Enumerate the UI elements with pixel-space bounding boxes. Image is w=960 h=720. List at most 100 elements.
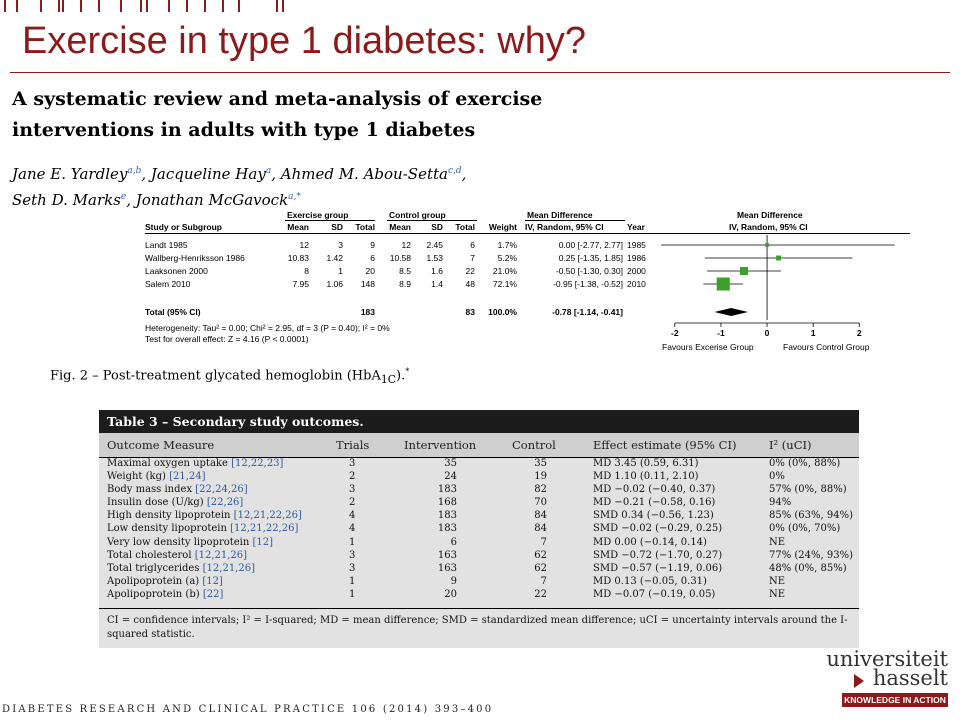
table-row: Insulin dose (U/kg) [22,26] 2 168 70 MD −0.2… bbox=[99, 496, 859, 509]
cell-control: 22 bbox=[534, 588, 547, 600]
cell-i2: 85% (63%, 94%) bbox=[769, 510, 854, 522]
x-tick-label: 2 bbox=[856, 328, 862, 338]
cell-effect: SMD −0.72 (−1.70, 0.27) bbox=[593, 549, 723, 561]
col-header-total: Total bbox=[355, 222, 375, 232]
cell-control: 7 bbox=[540, 575, 547, 587]
forest-plot-graphic bbox=[661, 235, 895, 327]
reference-link[interactable]: [22,26] bbox=[206, 497, 244, 509]
cell-intervention: 168 bbox=[437, 497, 457, 509]
outcome-measure: Insulin dose (U/kg) [22,26] bbox=[107, 497, 244, 509]
favours-right-label: Favours Control Group bbox=[783, 342, 870, 352]
secondary-outcomes-table: Table 3 – Secondary study outcomes. Outc… bbox=[99, 410, 859, 648]
cell-i2: NE bbox=[769, 575, 786, 587]
reference-link[interactable]: [22] bbox=[202, 588, 224, 600]
figure-caption: Fig. 2 – Post-treatment glycated hemoglo… bbox=[50, 367, 410, 386]
cell-intervention: 35 bbox=[444, 458, 457, 469]
cell-trials: 3 bbox=[349, 549, 356, 561]
reference-link[interactable]: [12,22,23] bbox=[231, 458, 284, 469]
table-title: Table 3 – Secondary study outcomes. bbox=[99, 410, 859, 433]
group-header-md: Mean Difference bbox=[527, 210, 593, 220]
table-row: Total triglycerides [12,21,26] 3 163 62 SMD … bbox=[99, 562, 859, 575]
cell-intervention: 183 bbox=[437, 523, 457, 535]
outcome-measure: Apolipoprotein (a) [12] bbox=[107, 575, 223, 587]
cell-i2: 0% bbox=[769, 471, 785, 483]
slide-title: Exercise in type 1 diabetes: why? bbox=[22, 20, 586, 62]
cell-effect: MD 0.13 (−0.05, 0.31) bbox=[593, 575, 707, 587]
reference-link[interactable]: [21,24] bbox=[169, 471, 206, 483]
author-list: Jane E. Yardleya,b, Jacqueline Haya, Ahm… bbox=[12, 160, 532, 212]
overall-effect-text: Test for overall effect: Z = 4.16 (P < 0… bbox=[145, 334, 309, 344]
x-tick-label: -1 bbox=[717, 328, 725, 338]
table-footnote: CI = confidence intervals; I² = I-square… bbox=[99, 608, 859, 642]
x-tick-label: 1 bbox=[810, 328, 816, 338]
cell-control: 84 bbox=[534, 523, 547, 535]
col-header-study: Study or Subgroup bbox=[145, 222, 222, 232]
outcome-measure: Maximal oxygen uptake [12,22,23] bbox=[107, 458, 284, 469]
pooled-diamond bbox=[714, 308, 749, 316]
col-header-mean: Mean bbox=[287, 222, 309, 232]
author: Seth D. Markse, bbox=[12, 191, 136, 209]
journal-citation: DIABETES RESEARCH AND CLINICAL PRACTICE … bbox=[2, 704, 494, 715]
cell-trials: 4 bbox=[349, 523, 356, 535]
reference-link[interactable]: [22,24,26] bbox=[195, 484, 248, 496]
title-divider bbox=[10, 72, 950, 73]
table-row: Total cholesterol [12,21,26] 3 163 62 SMD −0… bbox=[99, 549, 859, 562]
cell-control: 82 bbox=[534, 484, 547, 496]
cell-i2: NE bbox=[769, 536, 786, 548]
cell-intervention: 183 bbox=[437, 510, 457, 522]
cell-control: 70 bbox=[534, 497, 547, 509]
university-logo: universiteit hasselt KNOWLEDGE IN ACTION bbox=[808, 648, 948, 708]
table-header-row: Outcome Measure Trials Intervention Cont… bbox=[99, 433, 859, 458]
cell-control: 19 bbox=[534, 471, 547, 483]
table-row: Apolipoprotein (a) [12] 1 9 7 MD 0.13 (−0.05… bbox=[99, 575, 859, 588]
cell-trials: 3 bbox=[349, 458, 356, 469]
outcome-measure: High density lipoprotein [12,21,22,26] bbox=[107, 510, 302, 522]
reference-link[interactable]: [12,21,22,26] bbox=[233, 510, 302, 522]
cell-trials: 2 bbox=[349, 497, 356, 509]
cell-effect: MD 3.45 (0.59, 6.31) bbox=[593, 458, 699, 469]
logo-tagline: KNOWLEDGE IN ACTION bbox=[842, 693, 948, 707]
cell-control: 7 bbox=[540, 536, 547, 548]
table-row: High density lipoprotein [12,21,22,26] 4 1… bbox=[99, 509, 859, 522]
table-row: Low density lipoprotein [12,21,22,26] 4 18… bbox=[99, 522, 859, 535]
table-body: Maximal oxygen uptake [12,22,23] 3 35 35 MD … bbox=[99, 457, 859, 601]
table-row: Very low density lipoprotein [12] 1 6 7 MD 0… bbox=[99, 536, 859, 549]
reference-link[interactable]: [12,21,26] bbox=[194, 549, 248, 561]
cell-effect: MD 1.10 (0.11, 2.10) bbox=[593, 471, 699, 483]
group-header-exercise: Exercise group bbox=[287, 210, 349, 220]
logo-arrow-icon bbox=[854, 674, 864, 688]
cell-control: 62 bbox=[534, 562, 547, 574]
top-decoration bbox=[0, 0, 290, 14]
cell-trials: 1 bbox=[349, 536, 356, 548]
forest-plot: Exercise group Control group Mean Differ… bbox=[145, 208, 915, 358]
col-header-mean: Mean bbox=[389, 222, 411, 232]
table-row: Weight (kg) [21,24] 2 24 19 MD 1.10 (0.11, 2… bbox=[99, 470, 859, 483]
cell-intervention: 163 bbox=[437, 549, 457, 561]
cell-effect: MD −0.07 (−0.19, 0.05) bbox=[593, 588, 716, 600]
logo-text-line2: hasselt bbox=[872, 666, 948, 690]
cell-intervention: 183 bbox=[437, 484, 457, 496]
outcome-measure: Weight (kg) [21,24] bbox=[107, 471, 206, 483]
effect-square bbox=[716, 277, 730, 291]
author: Ahmed M. Abou-Settac,d, bbox=[280, 165, 467, 183]
group-header-md-right: Mean Difference bbox=[737, 210, 803, 220]
cell-trials: 1 bbox=[349, 575, 356, 587]
table-row: Maximal oxygen uptake [12,22,23] 3 35 35 MD … bbox=[99, 457, 859, 470]
col-header-year: Year bbox=[627, 222, 645, 232]
reference-link[interactable]: [12] bbox=[252, 536, 274, 548]
cell-intervention: 9 bbox=[450, 575, 457, 587]
reference-link[interactable]: [12] bbox=[202, 575, 223, 587]
reference-link[interactable]: [12,21,26] bbox=[202, 562, 255, 574]
logo-text-line1: universiteit bbox=[826, 647, 948, 671]
reference-link[interactable]: [12,21,22,26] bbox=[230, 523, 299, 535]
cell-i2: 57% (0%, 88%) bbox=[769, 484, 847, 496]
x-tick-label: -2 bbox=[671, 328, 679, 338]
outcome-measure: Body mass index [22,24,26] bbox=[107, 484, 248, 496]
favours-left-label: Favours Excerise Group bbox=[662, 342, 754, 352]
author: Jacqueline Haya, bbox=[150, 165, 281, 183]
heterogeneity-text: Heterogeneity: Tau² = 0.00; Chi² = 2.95,… bbox=[145, 323, 390, 333]
x-tick-label: 0 bbox=[764, 328, 770, 338]
paper-title: A systematic review and meta-analysis of… bbox=[12, 88, 543, 141]
cell-effect: SMD −0.57 (−1.19, 0.06) bbox=[593, 562, 723, 574]
cell-control: 35 bbox=[534, 458, 547, 469]
